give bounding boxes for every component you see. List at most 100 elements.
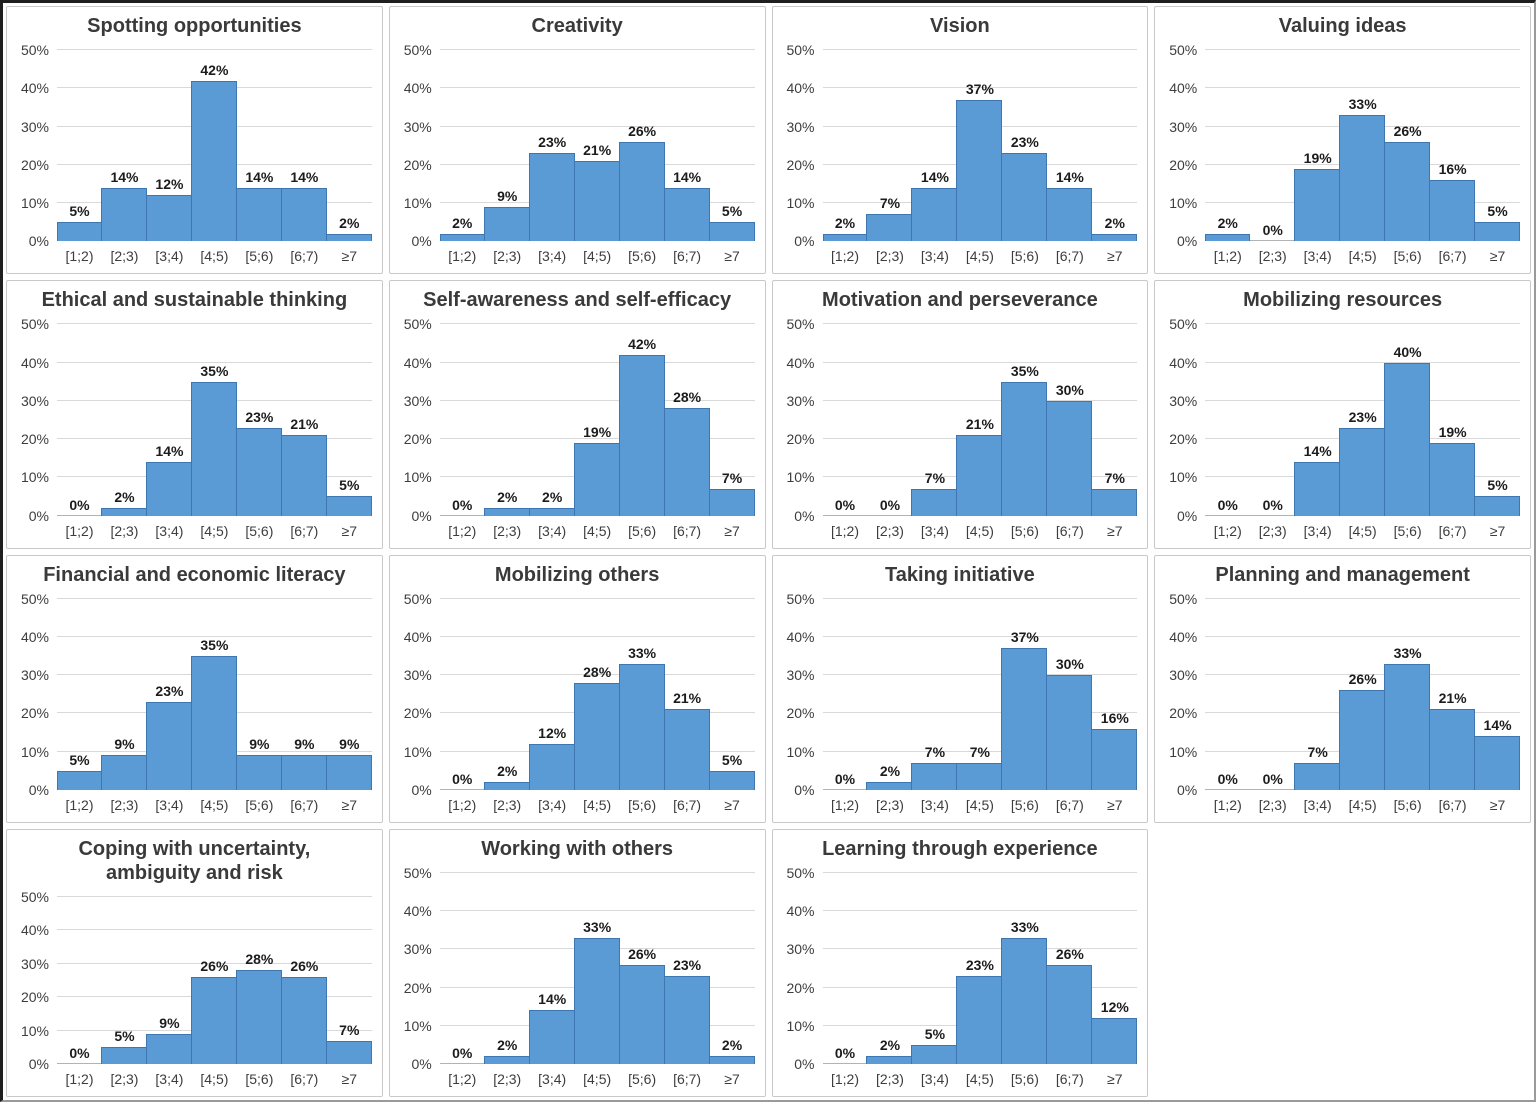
y-tick-label: 30% (786, 667, 815, 683)
y-tick-label: 0% (411, 233, 432, 250)
bar-value-label: 21% (673, 690, 702, 707)
x-tick-label: ≥7 (724, 796, 740, 813)
bar-value-label: 5% (1487, 203, 1508, 220)
y-tick-label: 20% (403, 431, 432, 447)
bar-value-label: 5% (721, 751, 743, 768)
x-tick-label: ≥7 (341, 248, 358, 265)
bar (235, 427, 282, 516)
gridline (1205, 597, 1520, 599)
x-tick-label: [5;6) (628, 796, 657, 813)
x-tick-label: [3;4) (538, 796, 567, 813)
bar-value-label: 2% (114, 488, 135, 505)
y-tick-label: 40% (1169, 80, 1198, 97)
bar-column: 35% (1001, 324, 1048, 516)
bar (528, 1010, 575, 1064)
bar (1205, 233, 1251, 242)
chart-title: Self-awareness and self-efficacy (423, 289, 732, 312)
bar-value-label: 2% (879, 1037, 901, 1054)
bar-value-label: 30% (1055, 656, 1084, 672)
gridline (439, 49, 755, 50)
bar-column: 33% (1001, 873, 1048, 1064)
bar-value-label: 0% (1262, 770, 1283, 787)
bar-value-label: 33% (1010, 918, 1039, 935)
x-axis: [1;2) [2;3) [3;4) [4;5) [5;6) [6;7) ≥7 (1205, 248, 1520, 266)
bar-value-label: 23% (965, 957, 994, 974)
bar-value-label: 0% (1217, 770, 1238, 787)
bar (822, 233, 868, 242)
bar (280, 435, 327, 516)
y-axis: 0% 10% 20% 30% 40% 50% (15, 889, 57, 1072)
x-tick-label: [5;6) (628, 248, 657, 265)
x-axis: [1;2) [2;3) [3;4) [4;5) [5;6) [6;7) ≥7 (440, 523, 755, 541)
bar-column: 26% (280, 897, 327, 1064)
gridline (439, 674, 755, 675)
bar-column: 5% (57, 50, 102, 242)
bar-column: 26% (1339, 599, 1386, 790)
bar-value-label: 33% (1348, 96, 1377, 113)
bar-value-label: 35% (200, 362, 229, 379)
x-tick-label: [1;2) (65, 248, 94, 265)
bar (1384, 663, 1431, 790)
x-tick-label: [1;2) (830, 796, 859, 813)
y-tick-label: 20% (786, 979, 815, 996)
bar-column: 21% (280, 324, 327, 516)
x-tick-label: [6;7) (290, 796, 319, 813)
y-tick-label: 20% (403, 705, 432, 722)
bar-column: 35% (190, 599, 237, 790)
y-tick-label: 40% (1169, 354, 1198, 371)
bar (1294, 461, 1341, 516)
bar-value-label: 23% (155, 682, 184, 699)
bar-column: 35% (190, 324, 237, 516)
x-tick-label: [6;7) (290, 248, 319, 265)
y-tick-label: 40% (20, 922, 49, 939)
chart-title: Mobilizing others (494, 563, 660, 586)
y-tick-label: 50% (403, 864, 432, 881)
bar (1339, 427, 1386, 516)
x-tick-label: [2;3) (875, 248, 904, 265)
bar-column: 12% (528, 599, 575, 790)
bar (1091, 488, 1138, 516)
gridline (1205, 399, 1520, 401)
x-tick-label: [5;6) (1010, 796, 1039, 813)
bar-value-label: 42% (628, 335, 657, 352)
bar-value-label: 9% (159, 1014, 180, 1031)
bar (956, 99, 1003, 242)
bars: 0% 2% 14% 35% 23% 21% 5% (57, 324, 372, 516)
gridline (439, 125, 755, 127)
y-tick-label: 40% (403, 628, 432, 645)
y-tick-label: 10% (20, 469, 49, 486)
bar (708, 1056, 755, 1064)
bar-value-label: 35% (1010, 362, 1039, 379)
chart-title: Mobilizing resources (1243, 289, 1443, 312)
x-tick-label: [3;4) (538, 248, 567, 265)
bar-value-label: 23% (538, 134, 567, 151)
bar-value-label: 28% (583, 663, 612, 680)
x-tick-label: [2;3) (493, 248, 522, 265)
gridline (822, 910, 1138, 911)
y-tick-label: 30% (786, 392, 815, 409)
y-tick-label: 30% (786, 941, 815, 958)
bar (956, 976, 1003, 1064)
x-axis: [1;2) [2;3) [3;4) [4;5) [5;6) [6;7) ≥7 (440, 797, 755, 815)
bar-column: 16% (1429, 50, 1476, 242)
bar (483, 206, 530, 242)
bar-column: 2% (439, 50, 485, 242)
x-axis: [1;2) [2;3) [3;4) [4;5) [5;6) [6;7) ≥7 (823, 1071, 1138, 1089)
chart-title: Financial and economic literacy (43, 563, 346, 586)
gridline (57, 361, 372, 363)
bars: 5% 9% 23% 35% 9% 9% 9% (57, 599, 372, 790)
bar (1339, 690, 1386, 790)
bar-value-label: 14% (1303, 442, 1332, 459)
plot-zone: 0% 10% 20% 30% 40% 50% 0% 2% 5% 23% 33% 26% 12% (781, 865, 1138, 1072)
bar-value-label: 14% (1483, 717, 1512, 734)
bar-value-label: 16% (1100, 709, 1129, 726)
plot-area: 0% 2% 12% 28% 33% 21% 5% (439, 597, 755, 790)
y-tick-label: 0% (28, 1056, 49, 1072)
x-tick-label: [4;5) (200, 1071, 229, 1087)
chart-panel: Ethical and sustainable thinking 0% 10% 20… (6, 280, 383, 549)
y-tick-label: 20% (1169, 156, 1198, 173)
bar-column: 23% (1001, 50, 1048, 242)
x-tick-label: [3;4) (538, 522, 567, 539)
x-tick-label: ≥7 (1107, 796, 1123, 813)
